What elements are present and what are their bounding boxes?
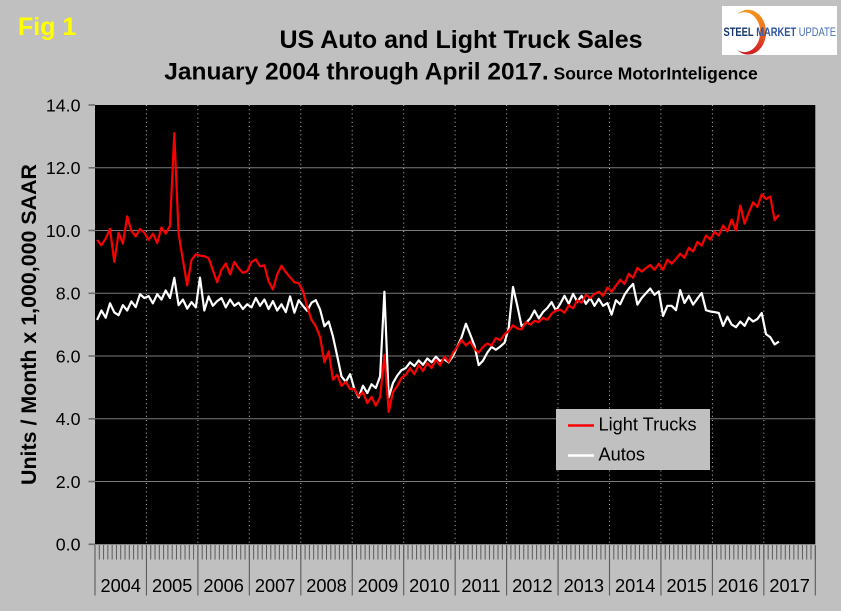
svg-text:2006: 2006 xyxy=(203,576,243,596)
svg-text:Fig 1: Fig 1 xyxy=(18,13,76,41)
svg-text:2014: 2014 xyxy=(615,576,655,596)
svg-text:6.0: 6.0 xyxy=(56,346,81,366)
svg-text:2008: 2008 xyxy=(306,576,346,596)
svg-text:Autos: Autos xyxy=(599,445,646,465)
svg-text:2013: 2013 xyxy=(564,576,604,596)
svg-text:10.0: 10.0 xyxy=(46,221,81,241)
svg-text:2017: 2017 xyxy=(769,576,809,596)
svg-text:Light Trucks: Light Trucks xyxy=(599,415,697,435)
svg-text:0.0: 0.0 xyxy=(56,535,81,555)
svg-text:2007: 2007 xyxy=(255,576,295,596)
svg-text:2015: 2015 xyxy=(666,576,706,596)
svg-text:2011: 2011 xyxy=(461,576,500,596)
svg-text:Units / Month x 1,000,000 SAAR: Units / Month x 1,000,000 SAAR xyxy=(17,163,41,484)
svg-text:4.0: 4.0 xyxy=(56,409,81,429)
svg-text:2010: 2010 xyxy=(409,576,449,596)
svg-text:8.0: 8.0 xyxy=(56,284,81,304)
svg-text:12.0: 12.0 xyxy=(46,158,81,178)
svg-text:STEEL MARKET UPDATE: STEEL MARKET UPDATE xyxy=(724,26,836,40)
svg-text:US Auto and Light Truck Sales: US Auto and Light Truck Sales xyxy=(279,26,642,54)
svg-text:2005: 2005 xyxy=(152,576,192,596)
svg-text:2009: 2009 xyxy=(358,576,398,596)
svg-text:2016: 2016 xyxy=(718,576,758,596)
svg-text:2.0: 2.0 xyxy=(56,472,81,492)
svg-text:14.0: 14.0 xyxy=(46,95,81,115)
svg-text:2012: 2012 xyxy=(512,576,552,596)
svg-text:2004: 2004 xyxy=(100,576,140,596)
svg-text:January 2004 through April 201: January 2004 through April 2017. Source … xyxy=(164,59,758,86)
